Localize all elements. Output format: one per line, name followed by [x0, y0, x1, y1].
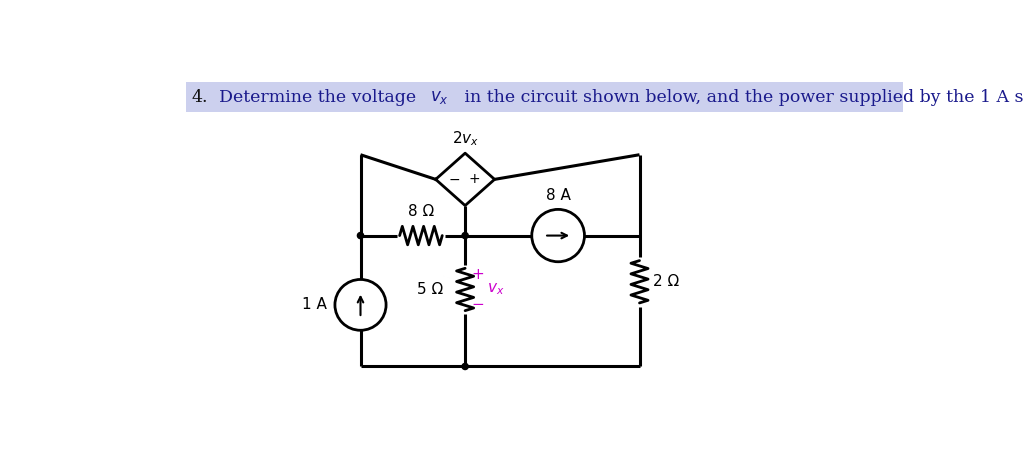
Text: 4.: 4. [191, 89, 208, 106]
Text: 1 A: 1 A [302, 297, 328, 312]
Text: 5 Ω: 5 Ω [417, 282, 443, 297]
Text: +: + [469, 172, 480, 186]
Circle shape [357, 233, 364, 239]
Text: −: − [471, 297, 484, 312]
Text: in the circuit shown below, and the power supplied by the 1 A source.: in the circuit shown below, and the powe… [459, 89, 1024, 106]
Circle shape [531, 209, 585, 262]
Circle shape [462, 363, 468, 370]
FancyBboxPatch shape [186, 81, 903, 112]
Text: +: + [471, 267, 484, 282]
Text: $2v_x$: $2v_x$ [452, 129, 478, 148]
Circle shape [462, 233, 468, 239]
Text: Determine the voltage: Determine the voltage [219, 89, 422, 106]
Text: 8 A: 8 A [546, 188, 570, 203]
Text: $v_x$: $v_x$ [430, 89, 450, 106]
Text: 2 Ω: 2 Ω [653, 274, 680, 289]
Text: $v_x$: $v_x$ [486, 282, 504, 297]
Text: −: − [449, 172, 460, 186]
Text: 8 Ω: 8 Ω [408, 204, 434, 219]
Circle shape [335, 279, 386, 330]
